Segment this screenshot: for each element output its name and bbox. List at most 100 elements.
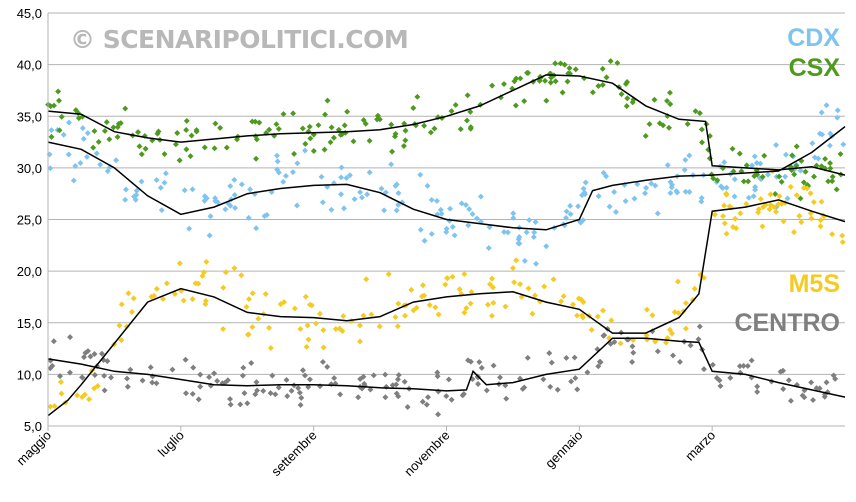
poll-point-cdx — [834, 107, 841, 114]
poll-point-centro — [324, 363, 331, 370]
poll-point-cdx — [582, 179, 589, 186]
poll-point-csx — [138, 151, 145, 158]
poll-point-cdx — [773, 141, 780, 148]
poll-point-csx — [56, 97, 62, 104]
poll-point-cdx — [80, 135, 87, 142]
x-tick-label: novembre — [401, 428, 452, 479]
poll-point-cdx — [745, 194, 752, 201]
poll-point-csx — [521, 98, 528, 105]
poll-point-centro — [434, 373, 441, 380]
poll-point-m5s — [737, 210, 744, 217]
poll-point-csx — [825, 178, 832, 185]
poll-point-cdx — [338, 164, 345, 171]
poll-point-cdx — [469, 211, 476, 218]
poll-point-cdx — [474, 215, 480, 222]
poll-point-csx — [155, 128, 162, 135]
poll-point-m5s — [489, 275, 495, 282]
poll-point-cdx — [466, 206, 473, 213]
poll-point-m5s — [153, 285, 160, 292]
poll-point-csx — [122, 105, 129, 112]
poll-point-cdx — [131, 193, 138, 200]
poll-point-m5s — [262, 291, 269, 298]
poll-point-m5s — [176, 260, 183, 267]
y-tick-labels: 5,0 10,0 15,0 20,0 25,0 30,0 35,0 40,0 45,0 — [17, 6, 42, 434]
poll-point-csx — [183, 127, 190, 133]
poll-point-centro — [355, 394, 362, 401]
poll-point-cdx — [595, 193, 602, 200]
poll-point-cdx — [765, 171, 771, 178]
poll-point-cdx — [447, 205, 454, 212]
poll-point-cdx — [227, 183, 234, 190]
poll-point-cdx — [543, 243, 550, 250]
poll-point-cdx — [393, 181, 400, 188]
poll-point-m5s — [467, 300, 474, 307]
poll-point-m5s — [787, 183, 794, 190]
poll-point-cdx — [231, 191, 238, 198]
poll-point-centro — [503, 395, 510, 402]
poll-point-csx — [55, 88, 62, 95]
poll-point-m5s — [357, 338, 363, 345]
poll-point-centro — [404, 404, 411, 411]
poll-point-centro — [269, 372, 276, 379]
poll-point-m5s — [118, 301, 125, 308]
poll-point-csx — [330, 134, 337, 141]
poll-point-centro — [267, 390, 274, 397]
poll-point-csx — [402, 127, 409, 134]
poll-point-centro — [568, 378, 575, 385]
trend-line-csx — [47, 74, 846, 176]
x-tick-label: marzo — [682, 428, 718, 464]
poll-point-csx — [183, 146, 190, 153]
poll-point-cdx — [70, 177, 77, 184]
poll-point-csx — [136, 143, 143, 150]
poll-point-csx — [142, 145, 149, 152]
poll-point-cdx — [318, 173, 325, 180]
poll-point-m5s — [255, 315, 262, 322]
poll-point-csx — [624, 95, 631, 102]
poll-point-csx — [552, 60, 559, 67]
poll-point-centro — [296, 389, 303, 396]
poll-point-m5s — [663, 339, 669, 346]
poll-point-m5s — [304, 322, 311, 329]
poll-point-cdx — [381, 207, 388, 214]
poll-point-centro — [288, 387, 295, 394]
poll-point-cdx — [395, 190, 402, 197]
poll-point-cdx — [393, 207, 400, 214]
poll-point-csx — [106, 136, 113, 143]
poll-point-cdx — [280, 178, 287, 185]
poll-point-cdx — [382, 189, 389, 196]
poll-point-cdx — [346, 172, 353, 179]
poll-point-centro — [670, 352, 676, 359]
poll-point-centro — [395, 393, 402, 400]
poll-point-m5s — [580, 299, 587, 306]
poll-point-centro — [67, 334, 74, 341]
poll-point-centro — [101, 372, 108, 379]
poll-point-centro — [654, 348, 661, 355]
poll-point-centro — [237, 401, 244, 408]
poll-point-cdx — [206, 232, 213, 239]
poll-point-centro — [754, 388, 761, 395]
poll-point-cdx — [686, 152, 693, 159]
poll-point-cdx — [122, 196, 129, 203]
poll-point-csx — [651, 96, 658, 103]
poll-point-centro — [607, 340, 614, 347]
y-tick-label: 45,0 — [17, 6, 42, 21]
poll-point-centro — [260, 387, 267, 394]
poll-point-cdx — [523, 229, 530, 236]
poll-point-m5s — [560, 293, 567, 300]
poll-point-csx — [201, 144, 208, 151]
trend-lines — [47, 74, 846, 417]
poll-point-cdx — [531, 229, 538, 236]
poll-point-centro — [382, 371, 389, 378]
poll-point-centro — [306, 376, 313, 383]
poll-point-m5s — [394, 323, 401, 330]
poll-point-centro — [780, 386, 787, 392]
poll-point-m5s — [574, 312, 581, 319]
poll-point-csx — [310, 148, 317, 154]
poll-point-cdx — [133, 187, 140, 194]
poll-point-csx — [427, 129, 434, 136]
poll-point-m5s — [513, 257, 520, 264]
poll-point-cdx — [449, 223, 456, 230]
poll-point-cdx — [162, 170, 169, 177]
poll-point-cdx — [686, 188, 693, 195]
